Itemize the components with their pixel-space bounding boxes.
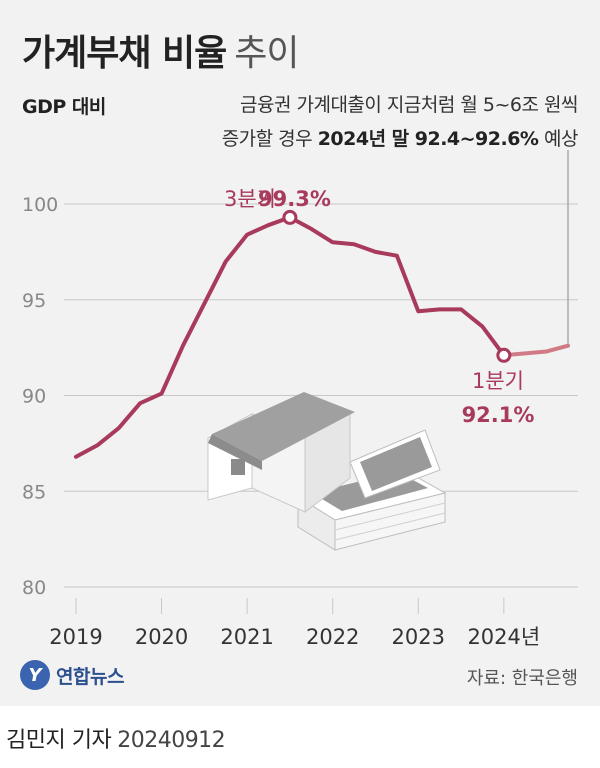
publish-date: 20240912 — [117, 728, 226, 753]
line-chart: 80 85 90 95 100 2019 2020 2021 2022 2023 2024년 3분기… — [22, 150, 578, 649]
byline: 김민지 기자 20240912 — [6, 722, 226, 754]
latest-point — [496, 347, 512, 363]
source-note: 자료: 한국은행 — [466, 668, 578, 689]
markers — [282, 209, 512, 363]
logo-mark-icon: Y — [20, 660, 50, 690]
title-main: 가계부채 비율 — [22, 33, 227, 74]
page-title: 가계부채 비율 추이 — [22, 24, 300, 76]
unit-label: GDP 대비 — [22, 96, 106, 118]
note-suffix: 예상 — [544, 128, 578, 150]
x-tick-label: 2023 — [392, 625, 445, 649]
projection-note-line2: 증가할 경우 2024년 말 92.4~92.6% 예상 — [221, 124, 579, 151]
latest-value-label: 92.1% — [462, 403, 535, 427]
x-tick-label: 2024년 — [467, 625, 540, 649]
house-icon — [207, 392, 355, 514]
y-tick-label: 100 — [22, 194, 58, 216]
house-money-illustration — [207, 392, 447, 551]
logo-text: 연합뉴스 — [56, 665, 124, 688]
title-suffix: 추이 — [234, 33, 299, 74]
x-tick-label: 2019 — [49, 625, 102, 649]
y-tick-label: 85 — [22, 481, 46, 503]
y-tick-label: 95 — [22, 290, 46, 312]
peak-quarter-label: 3분기 — [224, 187, 276, 211]
series-line-projection — [501, 343, 570, 358]
x-tick-label: 2021 — [220, 625, 273, 649]
yonhap-logo: Y 연합뉴스 — [20, 660, 124, 690]
peak-point — [282, 209, 298, 225]
peak-value-label: 99.3% — [258, 187, 331, 211]
reporter-name: 김민지 기자 — [6, 728, 112, 753]
x-tick-label: 2020 — [135, 625, 188, 649]
y-tick-label: 90 — [22, 386, 46, 408]
projection-note-line1: 금융권 가계대출이 지금처럼 월 5~6조 원씩 — [240, 94, 578, 116]
latest-quarter-label: 1분기 — [472, 369, 524, 393]
note-highlight: 2024년 말 92.4~92.6% — [317, 128, 539, 150]
x-tick-label: 2022 — [306, 625, 359, 649]
tick-labels: 80 85 90 95 100 2019 2020 2021 2022 2023 2024년 — [22, 194, 540, 649]
y-tick-label: 80 — [22, 577, 46, 599]
note-prefix: 증가할 경우 — [221, 128, 313, 150]
money-stack-icon — [296, 429, 447, 551]
